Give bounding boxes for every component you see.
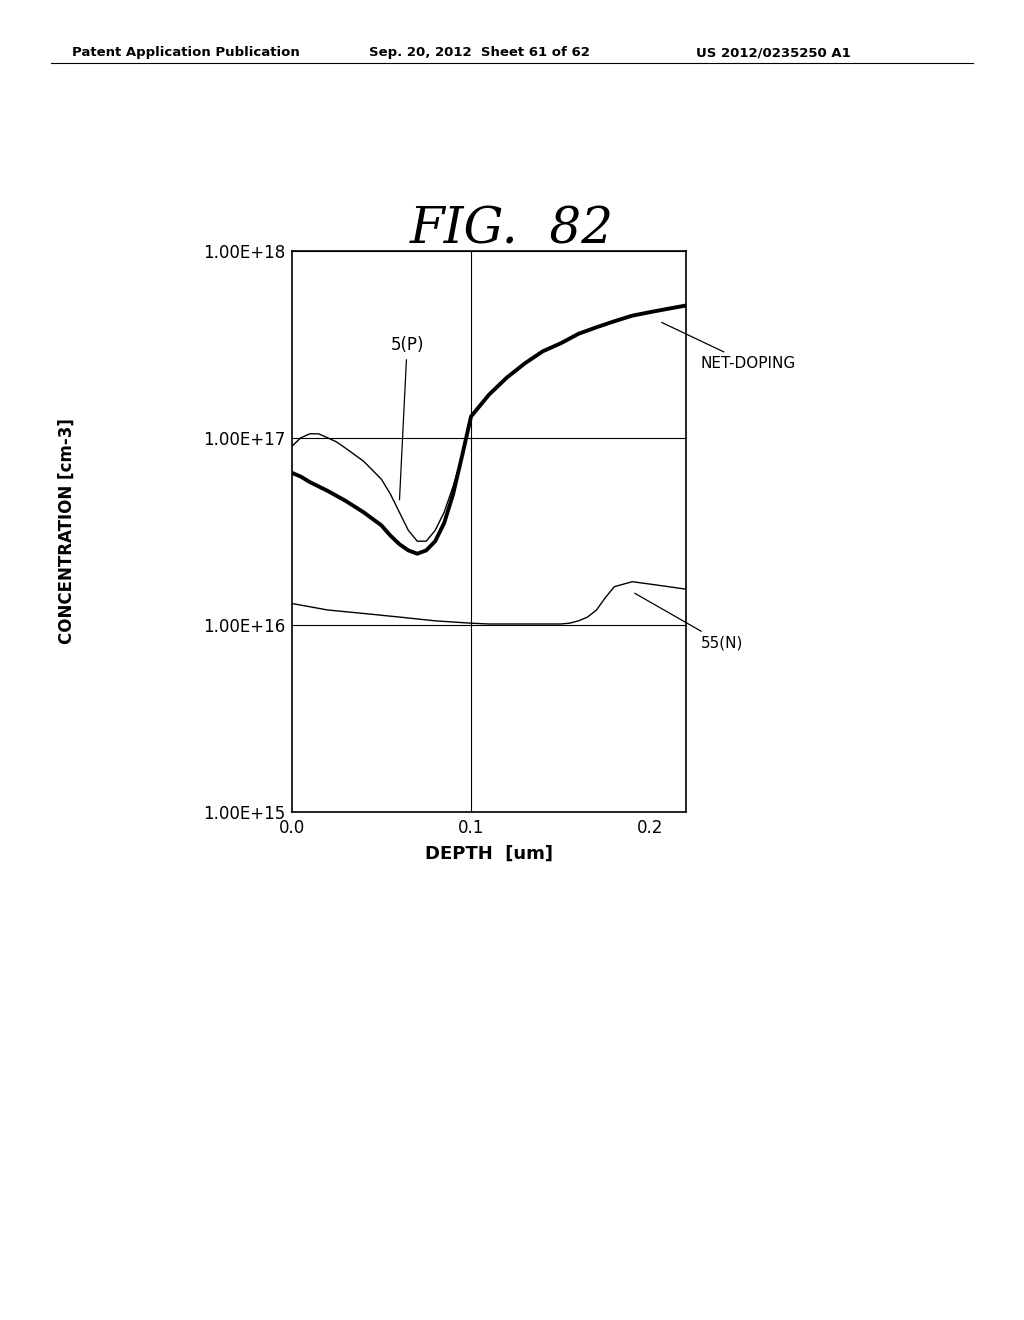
Text: CONCENTRATION [cm-3]: CONCENTRATION [cm-3]: [57, 417, 76, 644]
Text: 5(P): 5(P): [390, 337, 424, 500]
Text: Sep. 20, 2012  Sheet 61 of 62: Sep. 20, 2012 Sheet 61 of 62: [369, 46, 590, 59]
Text: FIG.  82: FIG. 82: [410, 205, 614, 253]
Text: Patent Application Publication: Patent Application Publication: [72, 46, 299, 59]
X-axis label: DEPTH  [um]: DEPTH [um]: [425, 845, 553, 863]
Text: US 2012/0235250 A1: US 2012/0235250 A1: [696, 46, 851, 59]
Text: NET-DOPING: NET-DOPING: [662, 322, 796, 371]
Text: 55(N): 55(N): [635, 593, 742, 651]
